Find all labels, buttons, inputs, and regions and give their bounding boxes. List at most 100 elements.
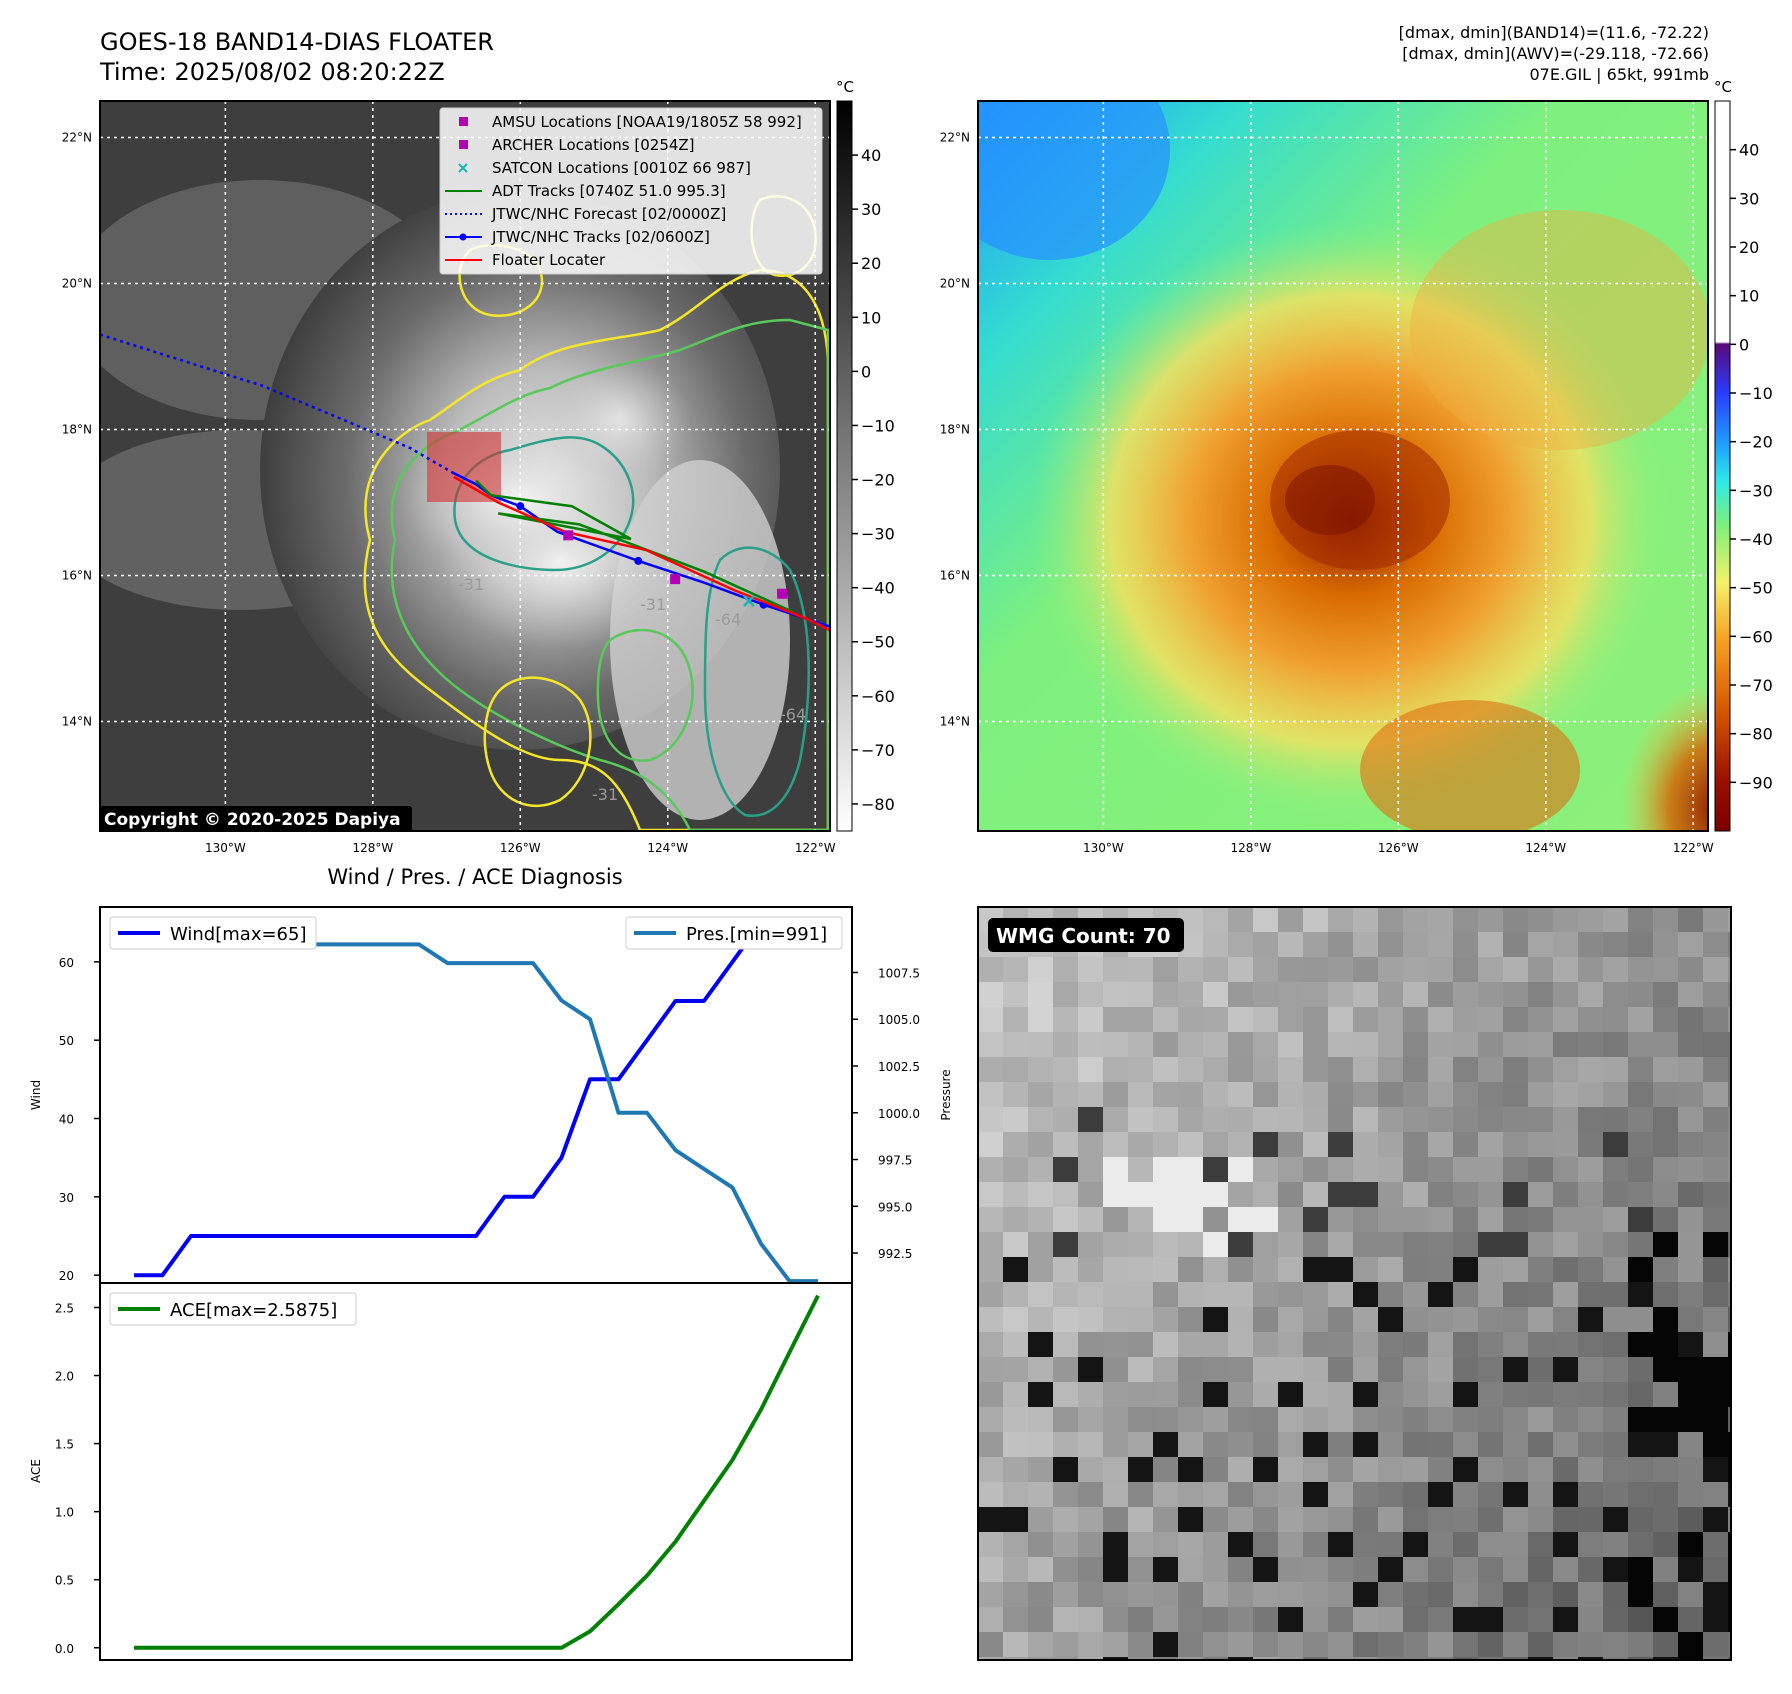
wmg-cell [1478,1307,1503,1332]
wmg-cell [1728,1257,1731,1282]
wmg-cell [1203,957,1228,982]
wmg-cell [1403,1632,1428,1657]
wmg-cell [1203,1032,1228,1057]
ir-frame [99,100,831,832]
wmg-cell [1328,1282,1353,1307]
lat-tick-label: 16°N [940,569,970,583]
wmg-cell [978,1057,1003,1082]
wmg-cell [1303,1557,1328,1582]
wmg-cell [1578,1157,1603,1182]
wmg-cell [1353,1457,1378,1482]
wmg-cell [1003,1607,1028,1632]
wmg-cell [1003,1657,1028,1660]
wmg-cell [1628,1132,1653,1157]
wv-colorbar-bar [1714,100,1731,832]
wmg-cell [1203,982,1228,1007]
ir-contour-labels: -31 -31 -64 -64 -31 [458,575,806,804]
pressure-tick-label: 1000.0 [878,1107,920,1121]
wmg-cell [1328,1107,1353,1132]
wmg-cell [1403,1382,1428,1407]
wmg-cell [1703,1432,1728,1457]
wmg-cell [1253,1607,1278,1632]
wmg-cell [1153,1132,1178,1157]
wmg-cell [1453,957,1478,982]
wmg-cell [1603,1307,1628,1332]
wmg-cell [1728,1457,1731,1482]
wmg-cell [1178,957,1203,982]
wmg-cell [1103,1307,1128,1332]
wmg-cell [1728,1057,1731,1082]
wmg-cell [1578,1307,1603,1332]
pressure-legend: Pres.[min=991] [625,916,843,950]
wmg-cell [1403,1132,1428,1157]
wmg-cell [1478,1332,1503,1357]
wmg-cell [1703,1582,1728,1607]
wmg-cell [1128,1032,1153,1057]
wmg-cell [1653,1432,1678,1457]
wmg-cell [1403,1607,1428,1632]
wmg-cell [1628,957,1653,982]
wmg-cell [1028,1157,1053,1182]
wmg-cell [1278,1207,1303,1232]
wmg-cell [1378,1432,1403,1457]
wmg-cell [1028,1232,1053,1257]
wmg-cell [1228,1082,1253,1107]
wmg-cell [1553,1607,1578,1632]
wmg-cell [1578,1257,1603,1282]
wmg-cell [1478,1357,1503,1382]
wmg-cell [1728,1432,1731,1457]
ir-colorbar-unit: °C [836,78,854,96]
wmg-cell [1678,1632,1703,1657]
wmg-cell [1228,1382,1253,1407]
wmg-cell [1578,1132,1603,1157]
wmg-cell [1628,1432,1653,1457]
lat-tick-label: 14°N [940,715,970,729]
wmg-cell [1603,1532,1628,1557]
wmg-cell [1103,1057,1128,1082]
wmg-cell [1153,1382,1178,1407]
wmg-cell [1278,957,1303,982]
wmg-cell [978,1207,1003,1232]
wmg-cell [1228,1232,1253,1257]
pressure-tick-label: 995.0 [878,1200,912,1214]
wmg-cell [1703,957,1728,982]
wmg-cell [1253,907,1278,932]
wmg-cell [1128,1057,1153,1082]
wmg-cell [1328,1657,1353,1660]
wmg-cell [1153,1057,1178,1082]
wmg-cell [1178,1082,1203,1107]
wmg-cell [1378,1257,1403,1282]
wmg-cell [1728,1182,1731,1207]
wmg-cell [1728,1082,1731,1107]
wmg-cell [1003,1632,1028,1657]
wmg-cell [1353,1657,1378,1660]
wmg-cell [1203,1557,1228,1582]
wmg-cell [1428,1457,1453,1482]
wmg-cell [1378,1582,1403,1607]
wmg-cell [1453,1507,1478,1532]
wmg-cell [1728,1657,1731,1660]
wmg-cell [1703,1132,1728,1157]
wmg-cell [1653,1207,1678,1232]
legend-box [439,107,823,275]
wmg-cell [1053,1157,1078,1182]
wmg-cell [1303,1582,1328,1607]
wmg-cell [1628,1082,1653,1107]
wmg-cell [1553,1482,1578,1507]
wmg-cell [1353,1582,1378,1607]
wmg-cell [1078,1007,1103,1032]
wmg-cell [1178,1382,1203,1407]
wmg-cell [1303,1207,1328,1232]
wmg-cell [1578,1432,1603,1457]
wmg-cell [1278,1607,1303,1632]
wmg-cell [978,1082,1003,1107]
wmg-cell [1028,1657,1053,1660]
wmg-cell [1453,1482,1478,1507]
wmg-cell [1553,1582,1578,1607]
wmg-cell [1103,1407,1128,1432]
wmg-cell [1403,1032,1428,1057]
wmg-cell [1128,957,1153,982]
wmg-cell [1403,1107,1428,1132]
wmg-cell [978,1482,1003,1507]
wv-gridlines [978,101,1708,831]
